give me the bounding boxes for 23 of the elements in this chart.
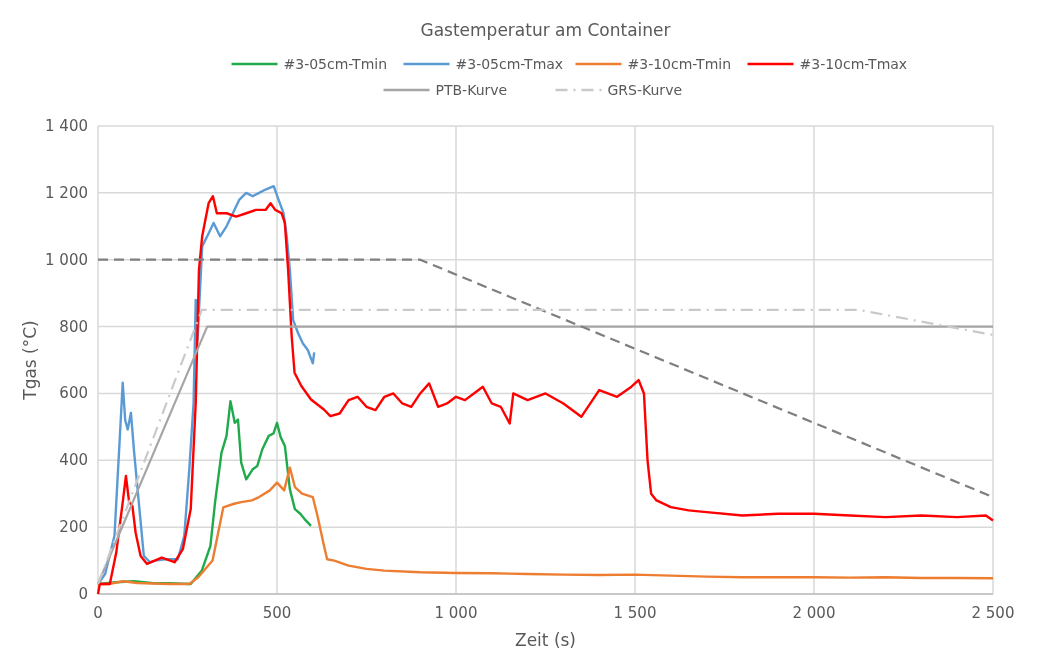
y-axis-title: Tgas (°C) — [20, 320, 40, 401]
x-tick-label: 0 — [93, 604, 103, 622]
y-tick-label: 600 — [59, 384, 88, 403]
x-tick-label: 2 000 — [792, 604, 836, 622]
chart-title: Gastemperatur am Container — [420, 20, 671, 40]
y-tick-label: 1 000 — [45, 250, 88, 269]
x-tick-label: 1 000 — [434, 604, 478, 622]
y-tick-label: 1 200 — [45, 183, 88, 202]
y-tick-label: 200 — [59, 518, 88, 537]
legend-label: #3-05cm-Tmax — [455, 56, 564, 72]
legend-label: GRS-Kurve — [607, 82, 683, 98]
x-tick-label: 1 500 — [613, 604, 657, 622]
y-tick-label: 1 400 — [45, 117, 88, 135]
y-tick-label: 400 — [59, 451, 88, 470]
x-tick-label: 2 500 — [971, 604, 1015, 622]
legend-label: #3-10cm-Tmax — [799, 56, 908, 72]
x-tick-label: 500 — [262, 604, 292, 622]
legend-label: #3-05cm-Tmin — [283, 56, 388, 72]
x-axis-title: Zeit (s) — [514, 630, 577, 650]
y-tick-label: 0 — [78, 585, 88, 603]
y-tick-label: 800 — [59, 317, 88, 336]
legend-label: PTB-Kurve — [435, 82, 508, 98]
legend-label: #3-10cm-Tmin — [627, 56, 732, 72]
